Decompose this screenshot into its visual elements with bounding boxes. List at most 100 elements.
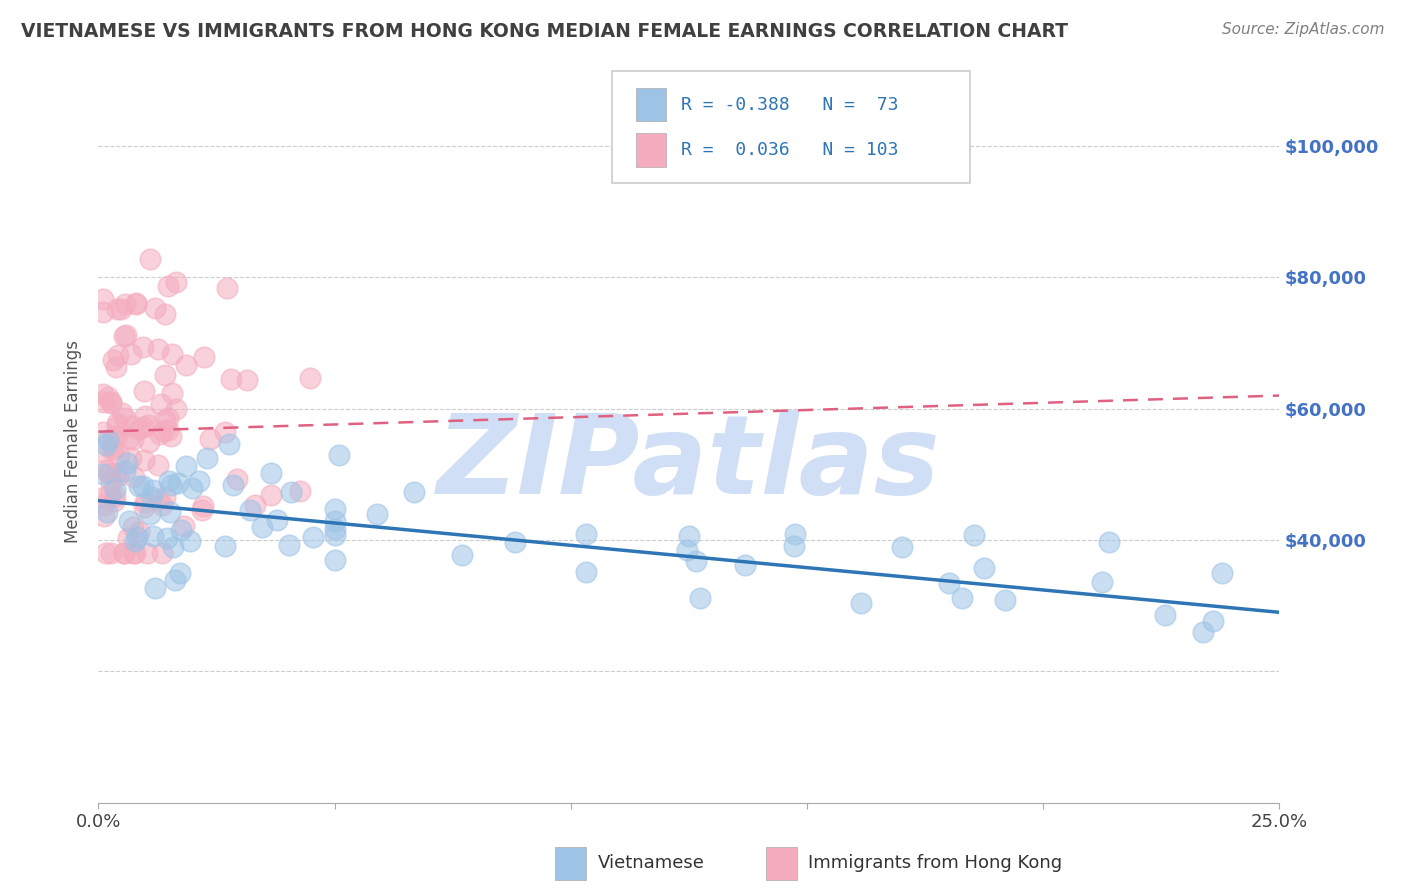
- Point: [160, 428, 183, 442]
- Point: [298, 371, 321, 385]
- Point: [260, 488, 283, 502]
- Point: [260, 466, 283, 480]
- Point: [112, 546, 135, 560]
- Point: [1098, 535, 1121, 549]
- Point: [973, 561, 995, 575]
- Point: [146, 493, 169, 508]
- Text: R = -0.388   N =  73: R = -0.388 N = 73: [681, 95, 898, 113]
- Point: [328, 448, 350, 462]
- Point: [128, 479, 150, 493]
- Point: [963, 528, 986, 542]
- Point: [153, 413, 176, 427]
- Point: [503, 534, 526, 549]
- Point: [93, 490, 115, 504]
- Point: [575, 526, 598, 541]
- Point: [101, 353, 124, 368]
- Point: [132, 500, 155, 515]
- Point: [124, 470, 146, 484]
- Point: [938, 575, 960, 590]
- Point: [107, 348, 129, 362]
- Point: [117, 532, 139, 546]
- Point: [157, 423, 180, 437]
- Point: [100, 466, 122, 480]
- Text: ZIPatlas: ZIPatlas: [437, 409, 941, 516]
- Point: [114, 297, 136, 311]
- Point: [105, 418, 128, 433]
- Point: [146, 342, 169, 356]
- Point: [105, 429, 128, 443]
- Point: [160, 478, 183, 492]
- Point: [785, 526, 807, 541]
- Point: [222, 478, 245, 492]
- Point: [1191, 625, 1213, 640]
- Point: [134, 495, 156, 509]
- Point: [91, 293, 114, 307]
- Point: [124, 546, 146, 560]
- Point: [173, 519, 195, 533]
- Point: [91, 467, 114, 481]
- Point: [191, 499, 214, 513]
- Point: [132, 479, 155, 493]
- Point: [148, 458, 170, 473]
- Point: [131, 420, 153, 434]
- Point: [114, 464, 136, 478]
- Point: [139, 252, 162, 267]
- Point: [124, 295, 146, 310]
- Point: [91, 425, 114, 439]
- Point: [93, 498, 115, 512]
- Point: [104, 489, 127, 503]
- Point: [678, 528, 700, 542]
- Point: [187, 474, 209, 488]
- Point: [124, 534, 146, 549]
- Point: [100, 546, 122, 560]
- Point: [107, 469, 129, 483]
- Point: [153, 490, 176, 504]
- Point: [104, 466, 127, 480]
- Point: [111, 405, 134, 419]
- Point: [120, 451, 142, 466]
- Point: [132, 453, 155, 467]
- Point: [142, 483, 165, 498]
- Point: [128, 422, 150, 436]
- Point: [121, 419, 143, 434]
- Point: [114, 410, 136, 425]
- Point: [219, 372, 242, 386]
- Point: [105, 302, 128, 317]
- Point: [214, 540, 236, 554]
- Point: [105, 359, 128, 374]
- Point: [134, 409, 156, 423]
- Point: [139, 508, 162, 522]
- Point: [1211, 566, 1233, 580]
- Point: [135, 546, 157, 560]
- Point: [125, 529, 148, 543]
- Point: [118, 514, 141, 528]
- Point: [162, 540, 184, 554]
- Point: [91, 395, 114, 409]
- Point: [142, 529, 165, 543]
- Point: [143, 301, 166, 316]
- Point: [160, 347, 183, 361]
- Point: [120, 346, 142, 360]
- Point: [159, 474, 181, 488]
- Point: [689, 591, 711, 605]
- Point: [91, 387, 114, 401]
- Point: [214, 425, 236, 439]
- Point: [91, 305, 114, 319]
- Point: [96, 505, 118, 519]
- Point: [191, 502, 214, 516]
- Text: VIETNAMESE VS IMMIGRANTS FROM HONG KONG MEDIAN FEMALE EARNINGS CORRELATION CHART: VIETNAMESE VS IMMIGRANTS FROM HONG KONG …: [21, 22, 1069, 41]
- Point: [1091, 575, 1114, 590]
- Point: [323, 522, 346, 536]
- Point: [239, 503, 262, 517]
- Point: [128, 524, 150, 539]
- Point: [155, 531, 177, 545]
- Point: [122, 546, 145, 560]
- Point: [110, 301, 132, 316]
- Point: [676, 543, 699, 558]
- Point: [101, 441, 124, 455]
- Point: [115, 456, 138, 470]
- Point: [149, 426, 172, 441]
- Y-axis label: Median Female Earnings: Median Female Earnings: [65, 340, 83, 543]
- Point: [153, 307, 176, 321]
- Point: [159, 506, 181, 520]
